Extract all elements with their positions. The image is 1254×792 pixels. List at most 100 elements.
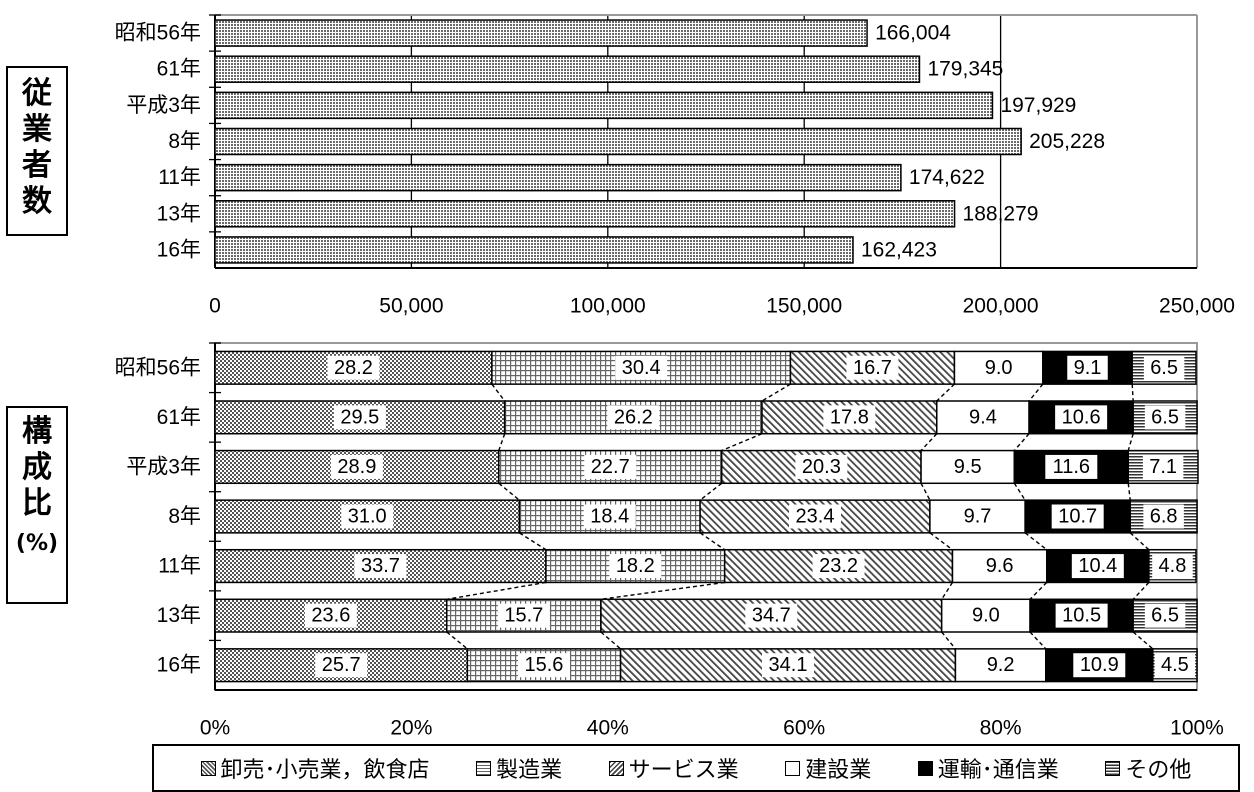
bar — [214, 91, 994, 120]
connector-line — [1024, 532, 1048, 551]
data-label: 6.5 — [1151, 605, 1179, 627]
data-label: 30.4 — [622, 357, 661, 379]
y-tick-label: 昭和56年 — [115, 22, 201, 45]
data-label-bg — [1144, 603, 1186, 628]
legend-swatch-icon — [785, 760, 801, 776]
connector-line — [1127, 483, 1131, 501]
data-label: 18.4 — [590, 506, 629, 528]
data-label: 9.7 — [964, 506, 992, 528]
data-label-bg — [789, 504, 842, 529]
x-tick-label: 250,000 — [1159, 295, 1235, 318]
data-label: 9.4 — [969, 406, 997, 428]
data-label: 6.8 — [1150, 506, 1178, 528]
y-tick-label: 11年 — [158, 555, 201, 578]
side-label-char: 従 — [22, 76, 52, 111]
legend-item: 運輸･通信業 — [917, 752, 1059, 784]
x-tick-label: 100,000 — [570, 295, 646, 318]
data-label-bg — [1045, 454, 1098, 479]
legend-label: 卸売･小売業，飲食店 — [220, 758, 430, 783]
data-label: 18.2 — [616, 555, 655, 577]
data-label-bg — [333, 405, 386, 430]
legend: 卸売･小売業，飲食店 製造業 サービス業 建設業 運輸･通信業 その他 — [152, 744, 1240, 792]
data-label-bg — [1143, 355, 1185, 380]
data-label: 31.0 — [348, 506, 387, 528]
data-label: 166,004 — [875, 22, 951, 45]
data-label: 11.6 — [1053, 456, 1090, 478]
legend-item: その他 — [1105, 752, 1191, 784]
data-label-bg — [497, 603, 550, 628]
data-label-bg — [341, 504, 394, 529]
data-label: 10.6 — [1062, 406, 1101, 428]
legend-label: その他 — [1125, 758, 1192, 783]
x-tick-label: 200,000 — [963, 295, 1039, 318]
bar — [214, 19, 868, 47]
data-label-bg — [1144, 405, 1186, 430]
data-label: 4.8 — [1159, 555, 1187, 577]
bar — [214, 127, 1022, 156]
connector-line — [1029, 581, 1048, 600]
x-tick-label: 50,000 — [379, 295, 443, 318]
connector-line — [491, 383, 506, 402]
data-label: 188,279 — [963, 202, 1039, 225]
data-label-bg — [745, 603, 798, 628]
data-label: 9.0 — [985, 357, 1013, 379]
data-label: 34.1 — [769, 654, 808, 676]
y-tick-label: 61年 — [157, 58, 201, 81]
legend-swatch-icon — [608, 760, 624, 776]
data-label: 33.7 — [361, 555, 400, 577]
side-label-char: 数 — [22, 184, 52, 219]
connector-line — [1013, 433, 1030, 452]
connector-line — [446, 581, 547, 600]
side-label-char: 者 — [22, 148, 52, 183]
y-tick-label: 13年 — [157, 604, 201, 627]
data-label: 197,929 — [1000, 94, 1076, 117]
data-label: 9.2 — [987, 654, 1015, 676]
connector-line — [929, 532, 953, 551]
data-label: 23.4 — [796, 506, 835, 528]
connector-line — [1013, 482, 1026, 501]
x-tick-label: 0% — [200, 717, 230, 740]
x-tick-label: 60% — [783, 717, 825, 740]
connector-line — [1132, 581, 1150, 600]
connector-line — [1028, 383, 1044, 402]
connector-line — [1131, 384, 1134, 402]
data-label: 23.6 — [311, 605, 350, 627]
legend-label: 製造業 — [496, 758, 563, 783]
y-tick-label: 平成3年 — [126, 94, 201, 117]
data-label-bg — [607, 405, 660, 430]
bar-segment — [936, 400, 1030, 435]
data-label: 28.2 — [334, 357, 373, 379]
legend-label: サービス業 — [628, 758, 739, 783]
data-label-bg — [1154, 653, 1196, 678]
data-label-bg — [330, 454, 383, 479]
bar — [214, 55, 921, 83]
data-label-bg — [327, 355, 380, 380]
data-label-bg — [795, 454, 848, 479]
data-label: 10.9 — [1080, 654, 1119, 676]
data-label: 10.4 — [1078, 555, 1117, 577]
connector-line — [699, 482, 723, 501]
data-label: 29.5 — [340, 406, 379, 428]
connector-line — [1127, 433, 1134, 451]
data-label-bg — [1051, 504, 1104, 529]
data-label: 26.2 — [614, 406, 653, 428]
data-label: 179,345 — [927, 58, 1003, 81]
y-tick-label: 61年 — [157, 406, 201, 429]
connector-line — [1132, 631, 1154, 650]
data-label: 162,423 — [861, 238, 937, 261]
side-label-char: 比 — [22, 486, 52, 521]
side-label-char: 成 — [22, 450, 52, 485]
data-label: 22.7 — [591, 456, 630, 478]
legend-item: 建設業 — [785, 752, 871, 784]
data-label: 6.5 — [1151, 406, 1179, 428]
data-label: 15.6 — [525, 654, 564, 676]
data-label: 9.1 — [1074, 357, 1102, 379]
bar — [214, 236, 854, 264]
y-tick-label: 16年 — [157, 238, 201, 261]
connector-line — [941, 631, 956, 650]
data-label-bg — [812, 554, 865, 579]
connector-line — [498, 433, 506, 451]
composition-ratio-side-label: 構 成 比 (%) — [6, 406, 68, 604]
data-label: 16.7 — [853, 357, 892, 379]
